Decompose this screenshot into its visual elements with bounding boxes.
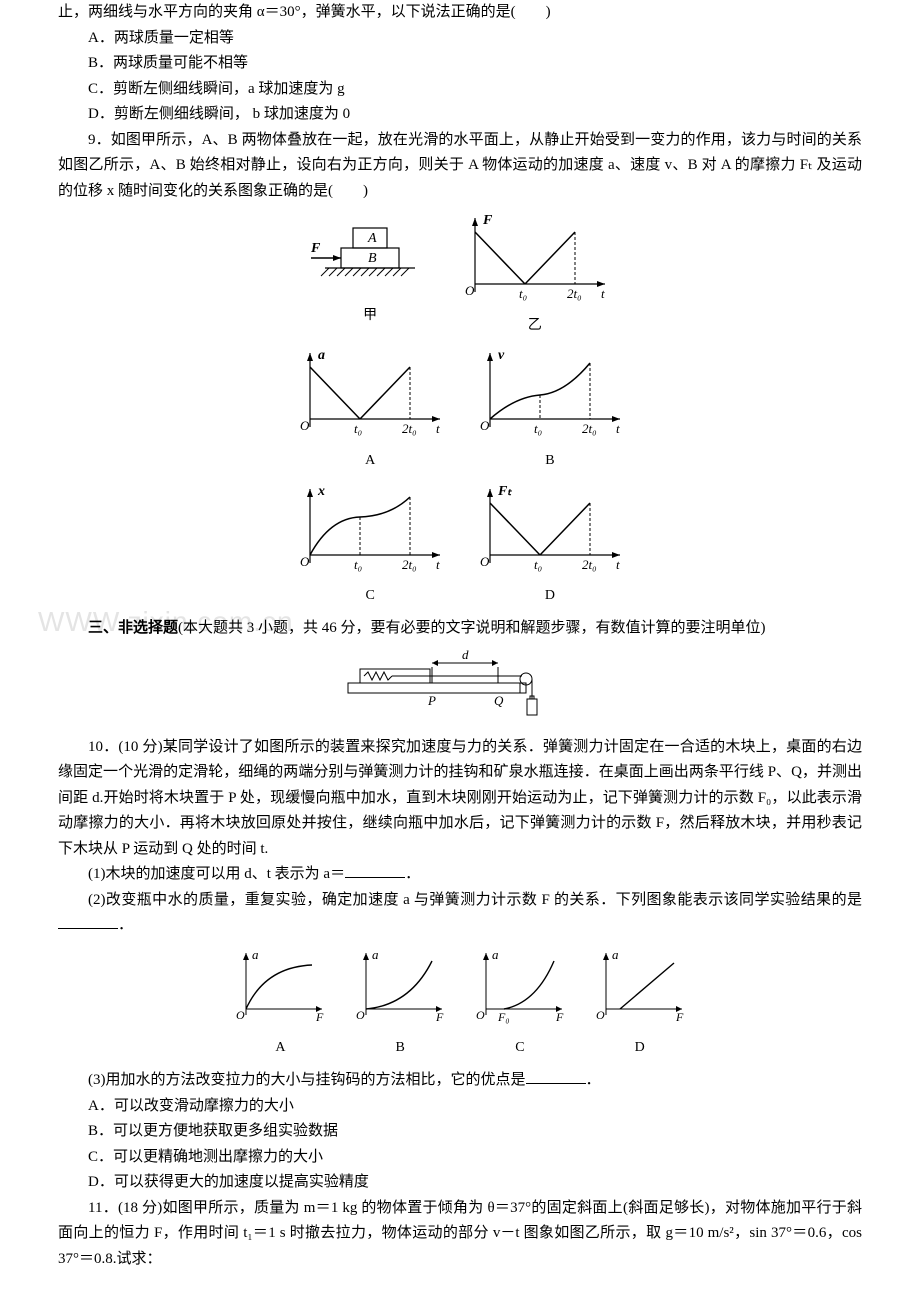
svg-text:2t₀: 2t₀ bbox=[582, 421, 597, 436]
svg-text:a: a bbox=[318, 348, 325, 363]
svg-text:P: P bbox=[427, 693, 436, 708]
yi-t0: t₀ bbox=[519, 286, 527, 301]
q10-fig-C: a O F₀ F C bbox=[470, 947, 570, 1060]
svg-text:t₀: t₀ bbox=[534, 421, 542, 436]
fig-yi: F O t t₀ 2t₀ 乙 bbox=[455, 212, 615, 337]
svg-text:O: O bbox=[480, 418, 490, 433]
svg-text:d: d bbox=[462, 647, 469, 662]
svg-text:O: O bbox=[300, 418, 310, 433]
caption-jia: 甲 bbox=[305, 304, 435, 328]
svg-text:t: t bbox=[616, 421, 620, 436]
caption-yi: 乙 bbox=[455, 314, 615, 338]
svg-text:Fₜ: Fₜ bbox=[497, 484, 512, 499]
caption-A: A bbox=[290, 449, 450, 473]
svg-text:t: t bbox=[436, 421, 440, 436]
q10-head: 10．(10 分)某同学设计了如图所示的装置来探究加速度与力的关系．弹簧测力计固… bbox=[58, 735, 862, 863]
svg-text:t: t bbox=[616, 557, 620, 572]
svg-text:O: O bbox=[236, 1008, 245, 1022]
fig-jia: A B F 甲 bbox=[305, 212, 435, 327]
q10-opt-b: B．可以更方便地获取更多组实验数据 bbox=[58, 1119, 862, 1145]
svg-text:v: v bbox=[498, 348, 505, 363]
q10-row: a O F A a O F B a O F₀ F C bbox=[58, 945, 862, 1062]
blank-3[interactable] bbox=[526, 1069, 586, 1084]
caption-C: C bbox=[290, 584, 450, 608]
svg-text:O: O bbox=[480, 554, 490, 569]
fig-B: v O t t₀ 2t₀ B bbox=[470, 347, 630, 472]
svg-text:t₀: t₀ bbox=[354, 421, 362, 436]
svg-text:a: a bbox=[612, 947, 619, 962]
yi-ylabel: F bbox=[482, 213, 493, 228]
q8-opt-d: D．剪断左侧细线瞬间， b 球加速度为 0 bbox=[58, 102, 862, 128]
q8-opt-a: A．两球质量一定相等 bbox=[58, 26, 862, 52]
fig-D: Fₜ O t t₀ 2t₀ D bbox=[470, 483, 630, 608]
blank-2[interactable] bbox=[58, 914, 118, 929]
q11-text: 11．(18 分)如图甲所示，质量为 m＝1 kg 的物体置于倾角为 θ＝37°… bbox=[58, 1196, 862, 1273]
section3-title: 三、非选择题 bbox=[88, 620, 178, 636]
q10-fig-D: a O F D bbox=[590, 947, 690, 1060]
svg-text:2t₀: 2t₀ bbox=[402, 557, 417, 572]
svg-text:O: O bbox=[356, 1008, 365, 1022]
blank-1[interactable] bbox=[345, 863, 405, 878]
svg-text:O: O bbox=[476, 1008, 485, 1022]
q9-row3: x O t t₀ 2t₀ C Fₜ O t t₀ 2t₀ D bbox=[58, 481, 862, 610]
svg-text:F: F bbox=[675, 1010, 684, 1024]
svg-text:t₀: t₀ bbox=[534, 557, 542, 572]
q10-p3: (3)用加水的方法改变拉力的大小与挂钩码的方法相比，它的优点是． bbox=[58, 1068, 862, 1094]
svg-text:F: F bbox=[555, 1010, 564, 1024]
caption-D: D bbox=[470, 584, 630, 608]
q10-p2: (2)改变瓶中水的质量，重复实验，确定加速度 a 与弹簧测力计示数 F 的关系．… bbox=[58, 888, 862, 939]
yi-O: O bbox=[465, 283, 475, 298]
svg-text:t₀: t₀ bbox=[354, 557, 362, 572]
svg-text:Q: Q bbox=[494, 693, 504, 708]
q10-opt-c: C．可以更精确地测出摩擦力的大小 bbox=[58, 1145, 862, 1171]
fig-A: a O t t₀ 2t₀ A bbox=[290, 347, 450, 472]
caption-B: B bbox=[470, 449, 630, 473]
svg-text:O: O bbox=[300, 554, 310, 569]
svg-text:O: O bbox=[596, 1008, 605, 1022]
q10-apparatus: d P Q bbox=[58, 647, 862, 729]
q10-opt-a: A．可以改变滑动摩擦力的大小 bbox=[58, 1094, 862, 1120]
section3-rest: (本大题共 3 小题，共 46 分，要有必要的文字说明和解题步骤，有数值计算的要… bbox=[178, 620, 766, 636]
svg-text:x: x bbox=[317, 484, 325, 499]
section3-line: 三、非选择题(本大题共 3 小题，共 46 分，要有必要的文字说明和解题步骤，有… bbox=[58, 616, 862, 642]
svg-text:a: a bbox=[372, 947, 379, 962]
q10-fig-A: a O F A bbox=[230, 947, 330, 1060]
svg-text:F: F bbox=[315, 1010, 324, 1024]
q9-row2: a O t t₀ 2t₀ A v O t t₀ 2t₀ B bbox=[58, 345, 862, 474]
q9-text: 9．如图甲所示，A、B 两物体叠放在一起，放在光滑的水平面上，从静止开始受到一变… bbox=[58, 128, 862, 205]
svg-text:a: a bbox=[492, 947, 499, 962]
svg-text:2t₀: 2t₀ bbox=[402, 421, 417, 436]
label-B: B bbox=[368, 251, 377, 266]
fig-C: x O t t₀ 2t₀ C bbox=[290, 483, 450, 608]
q10-fig-B: a O F B bbox=[350, 947, 450, 1060]
svg-text:t: t bbox=[436, 557, 440, 572]
q8-tail-line: 止，两细线与水平方向的夹角 α＝30°，弹簧水平，以下说法正确的是( ) bbox=[58, 0, 862, 26]
svg-text:F: F bbox=[435, 1010, 444, 1024]
yi-t2: 2t₀ bbox=[567, 286, 582, 301]
svg-text:a: a bbox=[252, 947, 259, 962]
q8-opt-b: B．两球质量可能不相等 bbox=[58, 51, 862, 77]
q8-opt-c: C．剪断左侧细线瞬间，a 球加速度为 g bbox=[58, 77, 862, 103]
q9-row1: A B F 甲 F O t bbox=[58, 210, 862, 339]
svg-text:2t₀: 2t₀ bbox=[582, 557, 597, 572]
svg-text:F₀: F₀ bbox=[497, 1010, 510, 1024]
label-A: A bbox=[367, 231, 377, 246]
q10-opt-d: D．可以获得更大的加速度以提高实验精度 bbox=[58, 1170, 862, 1196]
label-F: F bbox=[310, 241, 321, 256]
q10-p1: (1)木块的加速度可以用 d、t 表示为 a＝． bbox=[58, 862, 862, 888]
yi-xlabel: t bbox=[601, 286, 605, 301]
